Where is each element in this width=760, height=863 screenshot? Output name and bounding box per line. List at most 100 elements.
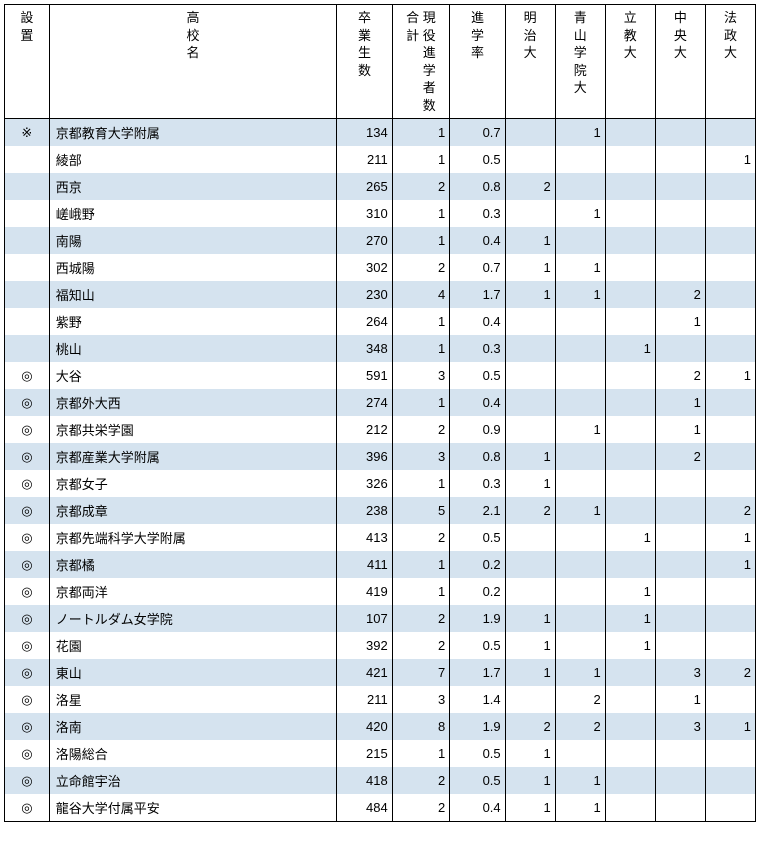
cell-gen: 8 <box>392 713 450 740</box>
cell-hosei: 2 <box>705 497 755 524</box>
cell-rate: 0.4 <box>450 308 505 335</box>
table-row: 西城陽30220.711 <box>5 254 756 281</box>
cell-grad: 134 <box>337 119 392 147</box>
cell-mark: ◎ <box>5 578 50 605</box>
cell-gen: 3 <box>392 686 450 713</box>
cell-gen: 2 <box>392 254 450 281</box>
cell-hosei <box>705 335 755 362</box>
cell-mark: ◎ <box>5 740 50 767</box>
cell-hosei: 1 <box>705 524 755 551</box>
cell-hosei <box>705 767 755 794</box>
cell-rate: 0.9 <box>450 416 505 443</box>
cell-hosei <box>705 470 755 497</box>
cell-grad: 238 <box>337 497 392 524</box>
cell-rate: 0.7 <box>450 254 505 281</box>
cell-school: 立命館宇治 <box>49 767 337 794</box>
cell-mark: ◎ <box>5 659 50 686</box>
cell-chuo: 1 <box>655 308 705 335</box>
cell-rikkyo: 1 <box>605 524 655 551</box>
cell-school: 南陽 <box>49 227 337 254</box>
cell-rikkyo <box>605 119 655 147</box>
cell-mark <box>5 227 50 254</box>
cell-mark: ◎ <box>5 686 50 713</box>
table-row: 嵯峨野31010.31 <box>5 200 756 227</box>
table-row: 西京26520.82 <box>5 173 756 200</box>
cell-grad: 396 <box>337 443 392 470</box>
cell-aoyama: 2 <box>555 686 605 713</box>
cell-school: 紫野 <box>49 308 337 335</box>
cell-rate: 0.5 <box>450 524 505 551</box>
cell-rate: 0.4 <box>450 794 505 822</box>
cell-hosei <box>705 443 755 470</box>
cell-gen: 2 <box>392 767 450 794</box>
cell-chuo <box>655 524 705 551</box>
cell-hosei <box>705 200 755 227</box>
cell-meiji <box>505 335 555 362</box>
cell-rikkyo <box>605 497 655 524</box>
cell-school: 京都成章 <box>49 497 337 524</box>
cell-aoyama <box>555 605 605 632</box>
table-row: ◎洛南42081.92231 <box>5 713 756 740</box>
col-rate: 進学率 <box>450 5 505 119</box>
cell-mark: ◎ <box>5 389 50 416</box>
cell-chuo <box>655 794 705 822</box>
cell-rikkyo <box>605 659 655 686</box>
cell-hosei: 1 <box>705 146 755 173</box>
cell-school: 京都先端科学大学附属 <box>49 524 337 551</box>
cell-school: 嵯峨野 <box>49 200 337 227</box>
cell-meiji: 2 <box>505 173 555 200</box>
cell-grad: 230 <box>337 281 392 308</box>
cell-meiji: 1 <box>505 254 555 281</box>
cell-meiji <box>505 308 555 335</box>
cell-aoyama: 1 <box>555 497 605 524</box>
cell-gen: 1 <box>392 200 450 227</box>
cell-chuo: 1 <box>655 389 705 416</box>
cell-grad: 411 <box>337 551 392 578</box>
cell-chuo: 1 <box>655 686 705 713</box>
cell-aoyama <box>555 578 605 605</box>
cell-hosei <box>705 254 755 281</box>
cell-school: ノートルダム女学院 <box>49 605 337 632</box>
cell-meiji: 1 <box>505 794 555 822</box>
cell-meiji <box>505 686 555 713</box>
col-meiji: 明治大 <box>505 5 555 119</box>
cell-gen: 5 <box>392 497 450 524</box>
cell-hosei <box>705 686 755 713</box>
col-chuo: 中央大 <box>655 5 705 119</box>
cell-rate: 1.4 <box>450 686 505 713</box>
cell-school: 綾部 <box>49 146 337 173</box>
table-row: ◎京都先端科学大学附属41320.511 <box>5 524 756 551</box>
cell-meiji: 1 <box>505 767 555 794</box>
cell-grad: 274 <box>337 389 392 416</box>
cell-aoyama: 1 <box>555 416 605 443</box>
cell-rate: 2.1 <box>450 497 505 524</box>
cell-gen: 1 <box>392 470 450 497</box>
cell-hosei: 1 <box>705 362 755 389</box>
admission-table: 設置 高校名 卒業生数 合 現計 役 進 学 者 数 進学率 明治大 青山学院大… <box>4 4 756 822</box>
cell-chuo: 2 <box>655 362 705 389</box>
cell-rate: 0.5 <box>450 632 505 659</box>
cell-mark <box>5 200 50 227</box>
cell-hosei: 1 <box>705 713 755 740</box>
cell-aoyama <box>555 740 605 767</box>
table-row: ◎東山42171.71132 <box>5 659 756 686</box>
cell-chuo <box>655 119 705 147</box>
cell-rikkyo: 1 <box>605 605 655 632</box>
cell-rate: 0.3 <box>450 335 505 362</box>
table-row: ◎京都両洋41910.21 <box>5 578 756 605</box>
cell-rate: 0.4 <box>450 389 505 416</box>
cell-grad: 413 <box>337 524 392 551</box>
cell-chuo <box>655 632 705 659</box>
cell-meiji: 1 <box>505 227 555 254</box>
cell-grad: 419 <box>337 578 392 605</box>
cell-school: 京都女子 <box>49 470 337 497</box>
table-row: ◎京都共栄学園21220.911 <box>5 416 756 443</box>
cell-rikkyo <box>605 713 655 740</box>
cell-chuo <box>655 578 705 605</box>
cell-aoyama: 1 <box>555 281 605 308</box>
cell-mark <box>5 146 50 173</box>
cell-aoyama <box>555 389 605 416</box>
cell-rikkyo <box>605 686 655 713</box>
cell-school: 京都両洋 <box>49 578 337 605</box>
col-school: 高校名 <box>49 5 337 119</box>
